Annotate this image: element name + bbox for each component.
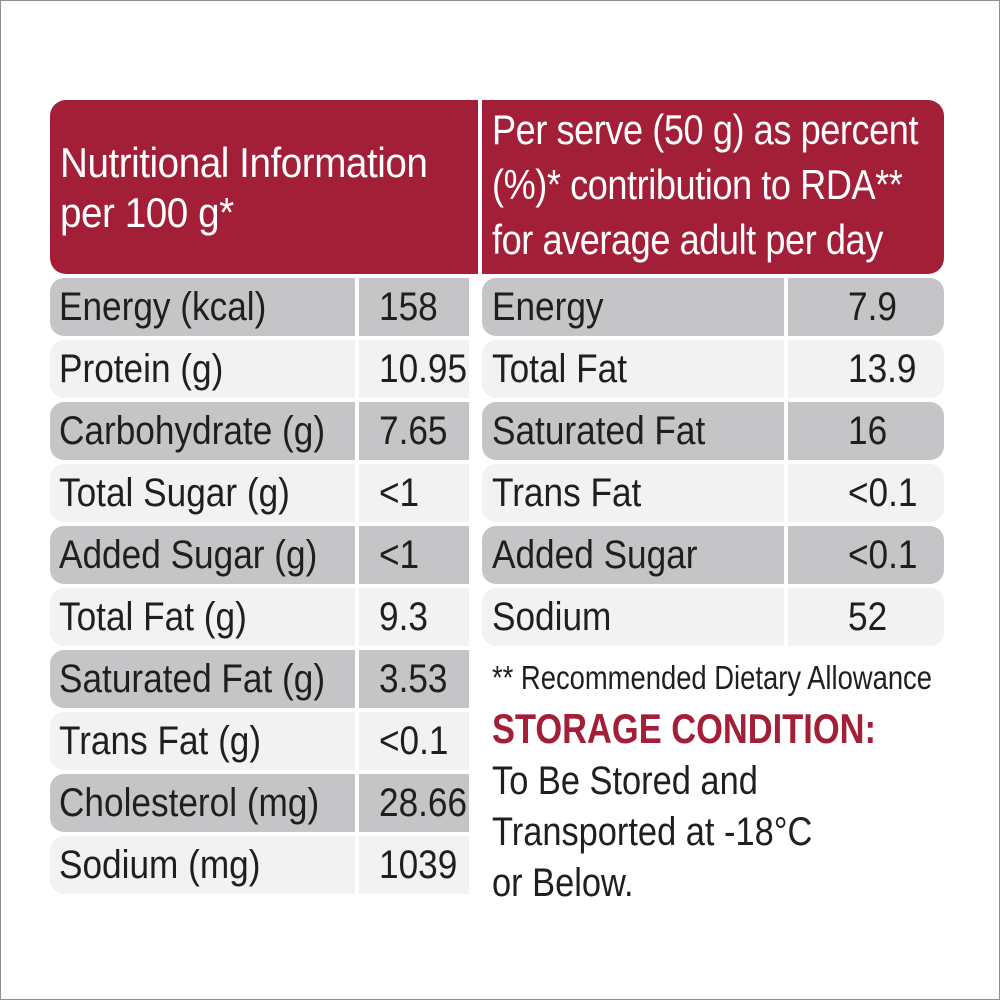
storage-title: STORAGE CONDITION: (492, 705, 876, 752)
rda-value-text: <0.1 (848, 471, 918, 515)
header-rda: Per serve (50 g) as percent (%)* contrib… (482, 100, 944, 274)
nutrient-value: 158 (359, 278, 469, 336)
nutrient-value: 28.66 (359, 774, 469, 832)
nutrient-name-text: Trans Fat (g) (59, 719, 262, 763)
storage-text: To Be Stored and Transported at -18°C or… (492, 756, 812, 909)
rda-value: 16 (788, 402, 944, 460)
rda-name: Total Fat (482, 340, 784, 398)
header-per-100g: Nutritional Information per 100 g* (50, 100, 478, 274)
rda-value-text: 13.9 (848, 347, 917, 391)
nutrient-value-text: 9.3 (379, 595, 428, 639)
rda-value: 7.9 (788, 278, 944, 336)
nutrient-value-text: 3.53 (379, 657, 448, 701)
rda-name: Added Sugar (482, 526, 784, 584)
nutrient-name: Protein (g) (50, 340, 355, 398)
rda-footnote: ** Recommended Dietary Allowance (492, 659, 932, 696)
nutrient-value: 3.53 (359, 650, 469, 708)
nutrient-value: 9.3 (359, 588, 469, 646)
nutrient-name-text: Energy (kcal) (59, 285, 267, 329)
storage-line: Transported at -18°C (492, 810, 813, 854)
rda-value-text: 52 (848, 595, 888, 639)
rda-name: Energy (482, 278, 784, 336)
nutrient-name-text: Saturated Fat (g) (59, 657, 326, 701)
header-right-line: Per serve (50 g) as percent (492, 106, 919, 153)
rda-name-text: Energy (492, 285, 604, 329)
nutrient-name: Saturated Fat (g) (50, 650, 355, 708)
rda-value: 13.9 (788, 340, 944, 398)
header-right-line: (%)* contribution to RDA** (492, 161, 903, 208)
rda-value-text: 16 (848, 409, 888, 453)
nutrient-value: <0.1 (359, 712, 469, 770)
rda-name-text: Total Fat (492, 347, 627, 391)
rda-value-text: 7.9 (848, 285, 897, 329)
nutrient-name-text: Cholesterol (mg) (59, 781, 320, 825)
nutrient-value: 7.65 (359, 402, 469, 460)
nutrient-name: Total Fat (g) (50, 588, 355, 646)
nutrient-name-text: Total Sugar (g) (59, 471, 290, 515)
header-per-100g-text: Nutritional Information per 100 g* (60, 138, 428, 238)
header-rda-text: Per serve (50 g) as percent (%)* contrib… (492, 102, 918, 267)
rda-value-text: <0.1 (848, 533, 918, 577)
rda-value: <0.1 (788, 464, 944, 522)
rda-name-text: Saturated Fat (492, 409, 706, 453)
rda-name: Saturated Fat (482, 402, 784, 460)
rda-value: 52 (788, 588, 944, 646)
nutrient-name: Cholesterol (mg) (50, 774, 355, 832)
nutrient-name: Carbohydrate (g) (50, 402, 355, 460)
nutrient-value-text: 158 (379, 285, 438, 329)
nutrient-value-text: 28.66 (379, 781, 468, 825)
rda-name-text: Trans Fat (492, 471, 642, 515)
nutrient-value: 1039 (359, 836, 469, 894)
nutrient-value: <1 (359, 464, 469, 522)
nutrient-value-text: <0.1 (379, 719, 449, 763)
nutrient-name: Energy (kcal) (50, 278, 355, 336)
rda-name: Sodium (482, 588, 784, 646)
rda-name-text: Sodium (492, 595, 612, 639)
rda-value: <0.1 (788, 526, 944, 584)
header-right-line: for average adult per day (492, 216, 883, 263)
nutrient-value-text: 1039 (379, 843, 458, 887)
rda-name-text: Added Sugar (492, 533, 698, 577)
nutrient-name-text: Added Sugar (g) (59, 533, 318, 577)
nutrient-value: 10.95 (359, 340, 469, 398)
nutrient-value-text: <1 (379, 533, 420, 577)
nutrient-value-text: 10.95 (379, 347, 468, 391)
nutrient-name-text: Protein (g) (59, 347, 224, 391)
nutrient-name: Added Sugar (g) (50, 526, 355, 584)
nutrient-value-text: 7.65 (379, 409, 448, 453)
nutrient-name: Trans Fat (g) (50, 712, 355, 770)
header-left-line: Nutritional Information (60, 139, 428, 186)
nutrient-name-text: Total Fat (g) (59, 595, 247, 639)
nutrient-value: <1 (359, 526, 469, 584)
nutrient-name-text: Carbohydrate (g) (59, 409, 326, 453)
nutrient-name-text: Sodium (mg) (59, 843, 261, 887)
rda-name: Trans Fat (482, 464, 784, 522)
nutrient-name: Sodium (mg) (50, 836, 355, 894)
nutrient-name: Total Sugar (g) (50, 464, 355, 522)
nutrient-value-text: <1 (379, 471, 420, 515)
storage-line: To Be Stored and (492, 759, 758, 803)
header-left-line: per 100 g* (60, 189, 234, 236)
storage-line: or Below. (492, 861, 634, 905)
